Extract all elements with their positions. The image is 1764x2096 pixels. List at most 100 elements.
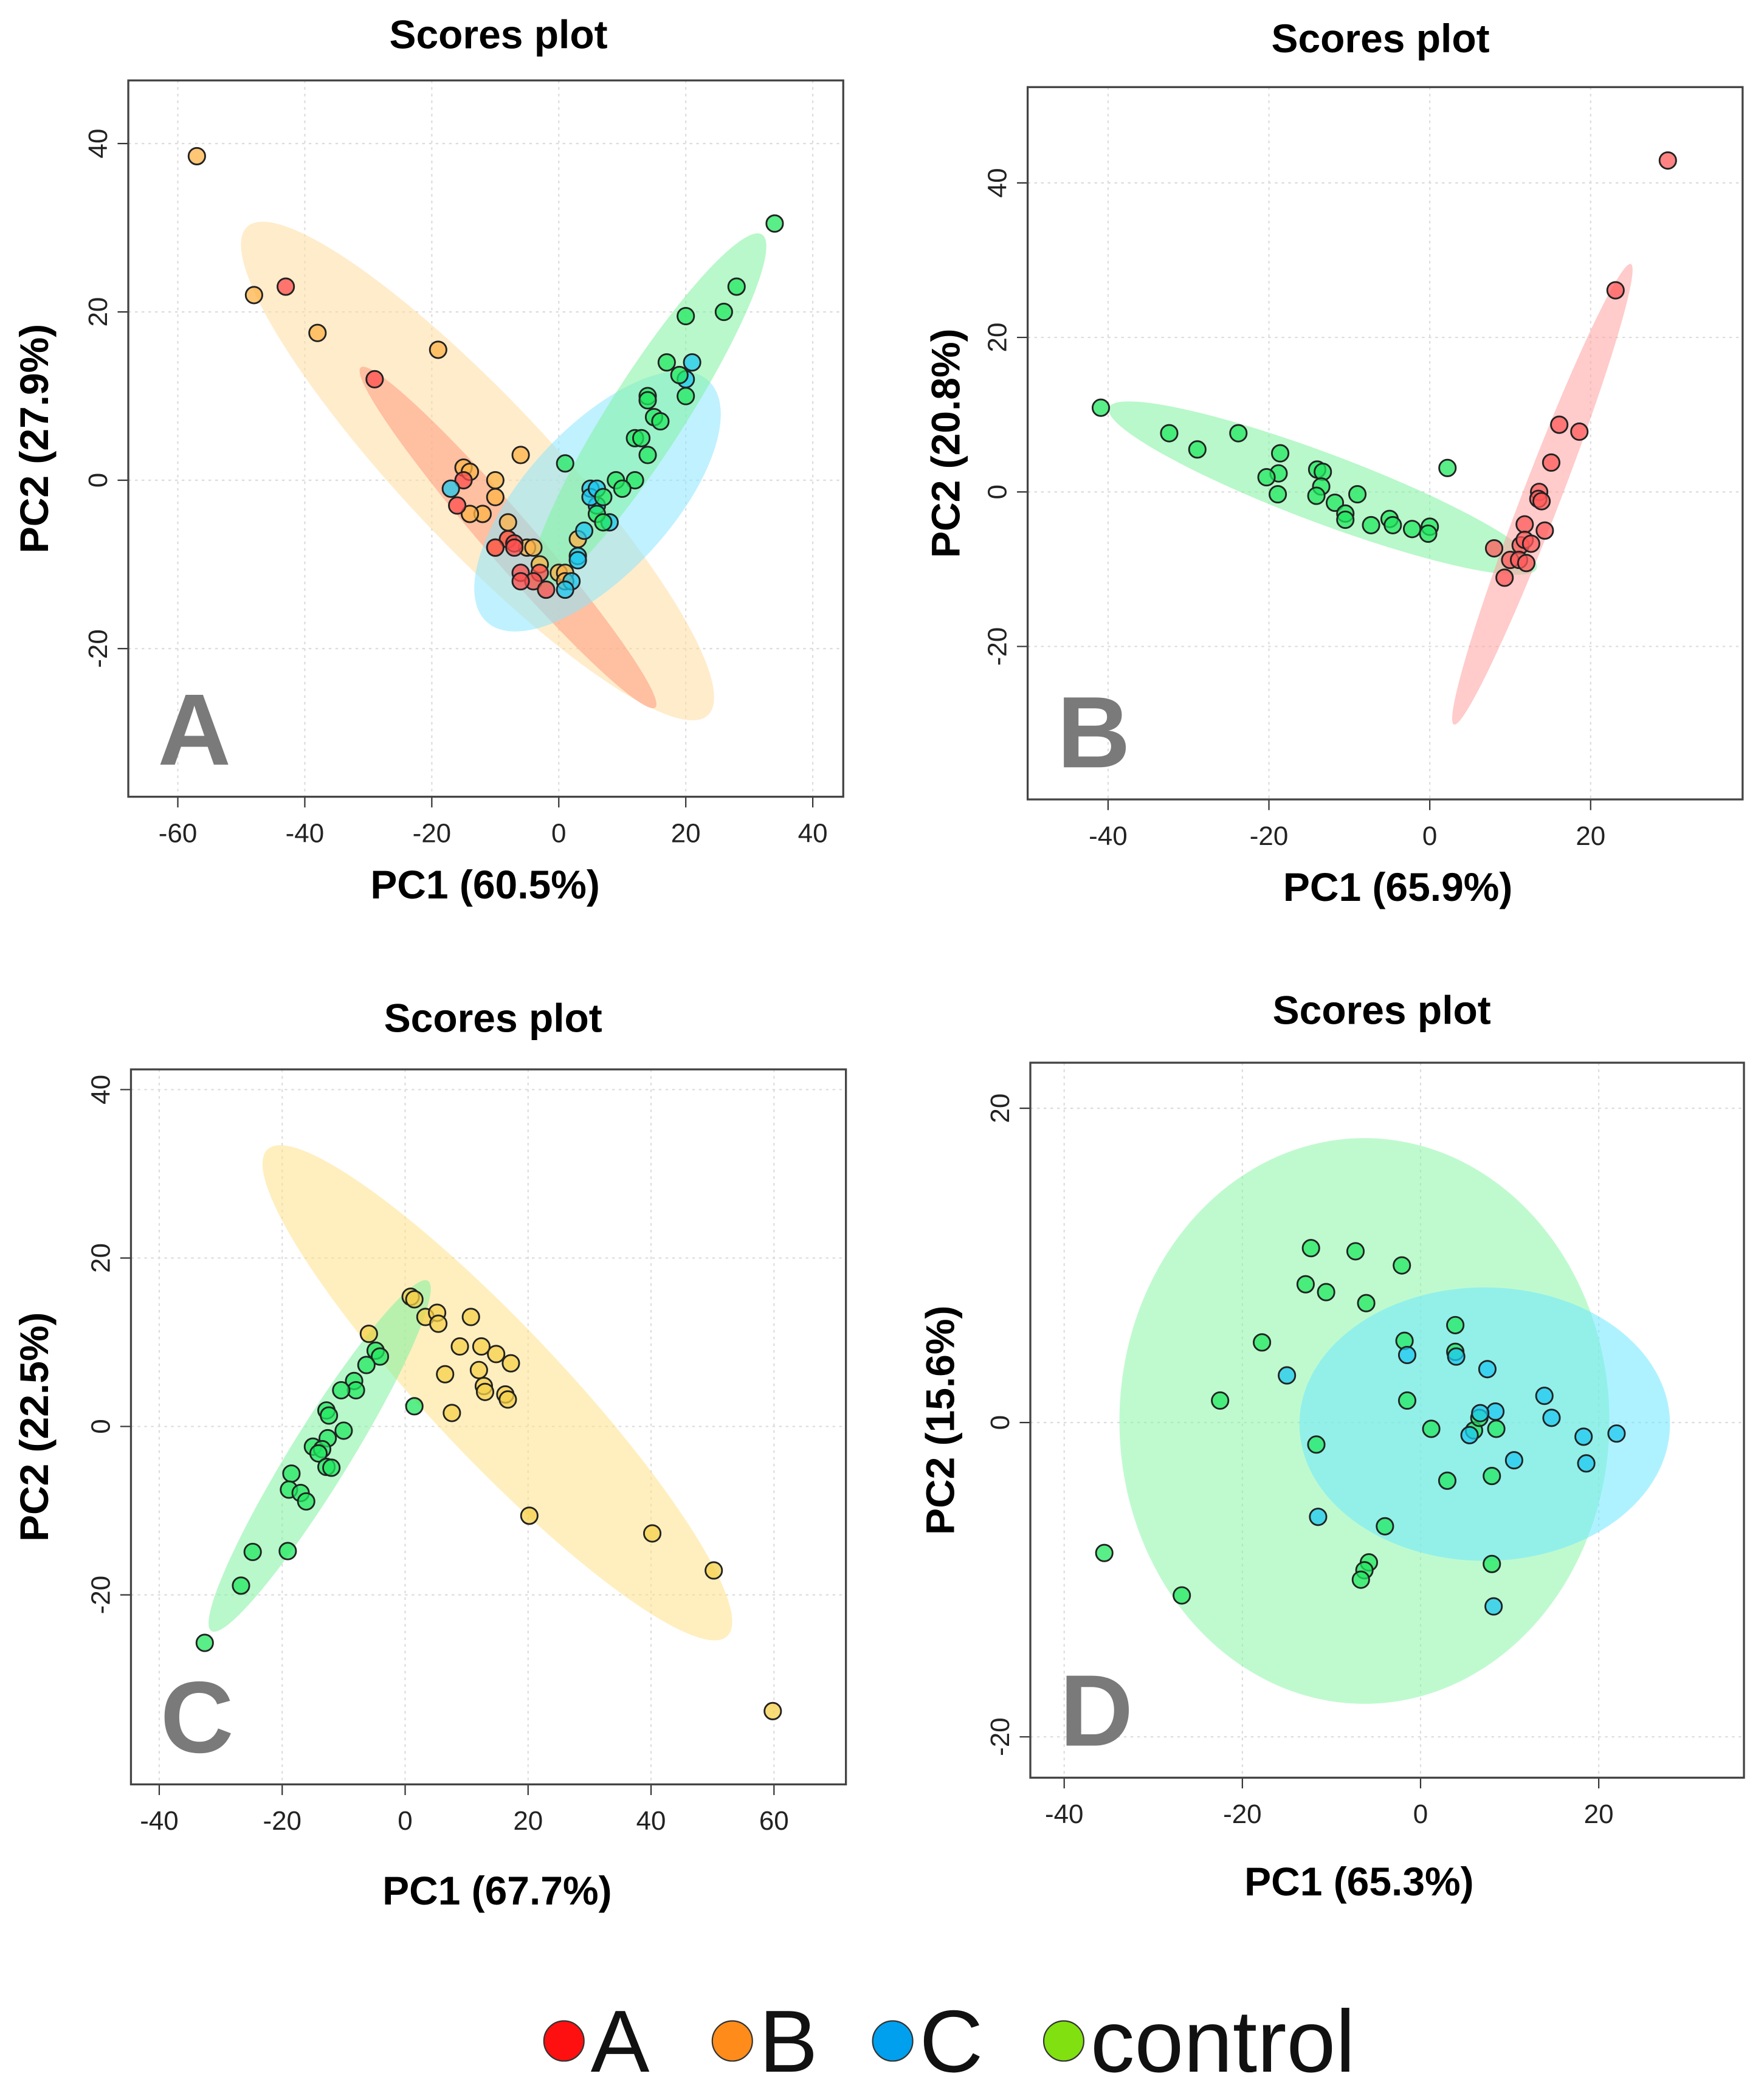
x-axis-label: PC1 (60.5%) [370,862,599,907]
y-tick-label: 40 [83,129,113,159]
x-tick-label: 0 [551,818,566,848]
point-B [498,513,517,532]
point-control [638,391,657,410]
point-C [568,551,587,570]
point-control [1173,1586,1191,1605]
legend-label: B [759,1992,818,2091]
point-control [1301,1239,1320,1258]
point-control [243,1542,262,1562]
legend-item-C: C [872,1992,983,2091]
y-axis-label: PC2 (15.6%) [918,1306,963,1535]
point-A [1550,415,1569,434]
x-tick-label: 40 [636,1806,666,1836]
point-control [1383,515,1402,534]
legend-label: control [1090,1992,1356,2091]
point-B [187,147,206,165]
point-control [297,1492,315,1511]
x-tick-label: 20 [513,1806,543,1836]
point-B [643,1524,662,1543]
point-A [1521,534,1540,553]
point-control [1317,1283,1335,1301]
legend-item-control: control [1042,1992,1356,2091]
y-tick-label: 20 [985,1094,1015,1123]
x-tick-label: -20 [1223,1799,1262,1829]
point-control [1402,520,1422,539]
panel-B: -40 -20 0 20 40 20 0 -20 B Scores plot PC1 (65.9%)… [923,16,1744,909]
point-control [1296,1275,1315,1294]
panel-letter: C [160,1661,234,1774]
point-control [1422,1419,1441,1438]
legend-marker [543,2020,585,2062]
point-B [405,1290,424,1309]
point-A [1542,453,1560,472]
point-B [443,1404,461,1422]
point-control [1346,1242,1365,1261]
point-A [1484,539,1504,558]
point-control [594,513,613,532]
y-tick-label: 40 [982,168,1012,198]
point-C [441,479,460,498]
y-tick-label: -20 [83,629,113,668]
point-A [1570,422,1589,441]
point-C [556,580,574,599]
point-control [1211,1391,1230,1410]
point-control [1419,524,1438,543]
panel-A: -60 -40 -20 0 20 40 40 20 0 -20 A Scores plot PC1 (6… [12,12,844,907]
point-B [429,340,447,359]
point-control [322,1458,341,1477]
point-control [1446,1315,1465,1334]
point-B [450,1337,469,1356]
point-control [332,1381,351,1400]
point-control [1095,1543,1114,1562]
x-tick-label: 0 [1422,821,1437,851]
chart-title: Scores plot [1273,987,1491,1032]
point-control [727,277,746,296]
point-control [1160,424,1179,443]
point-C [1504,1451,1523,1470]
point-control [1351,1570,1370,1589]
x-tick-label: -20 [263,1806,301,1836]
legend-item-B: B [711,1992,818,2091]
plot-frame [127,79,844,798]
legend-item-A: A [543,1992,650,2091]
point-control [677,387,695,405]
point-control [1397,1391,1417,1410]
point-C [1460,1425,1479,1444]
point-B [487,1345,506,1363]
point-control [334,1421,353,1440]
point-control [357,1356,376,1374]
point-A [1658,151,1677,170]
y-tick-label: 20 [86,1243,115,1273]
point-A [277,277,295,296]
point-A [1495,568,1514,587]
point-control [320,1406,339,1425]
point-control [195,1633,214,1652]
point-control [1229,424,1248,443]
point-A [1606,281,1625,300]
point-control [1438,1471,1457,1490]
point-C [1309,1508,1328,1526]
x-tick-label: 40 [798,818,828,848]
point-B [461,1308,480,1326]
point-B [469,1360,488,1379]
point-B [486,471,505,490]
point-control [1438,458,1457,477]
x-tick-label: -40 [140,1806,179,1836]
point-C [1471,1404,1490,1422]
point-control [405,1397,424,1416]
point-A [454,471,473,490]
y-tick-label: 40 [86,1075,115,1105]
point-C [683,353,701,372]
x-tick-label: -40 [1089,821,1128,851]
panel-letter: A [157,674,231,787]
panel-D: -40 -20 0 20 20 0 -20 D Scores plot PC1 (65.3%) PC… [918,987,1745,1904]
point-control [282,1464,301,1483]
y-axis-label: PC2 (27.9%) [12,324,57,553]
point-C [574,522,594,540]
point-C [1278,1366,1297,1385]
point-A [505,538,524,557]
x-tick-label: 20 [1584,1799,1614,1829]
point-control [309,1444,328,1463]
plot-frame [129,1068,847,1786]
